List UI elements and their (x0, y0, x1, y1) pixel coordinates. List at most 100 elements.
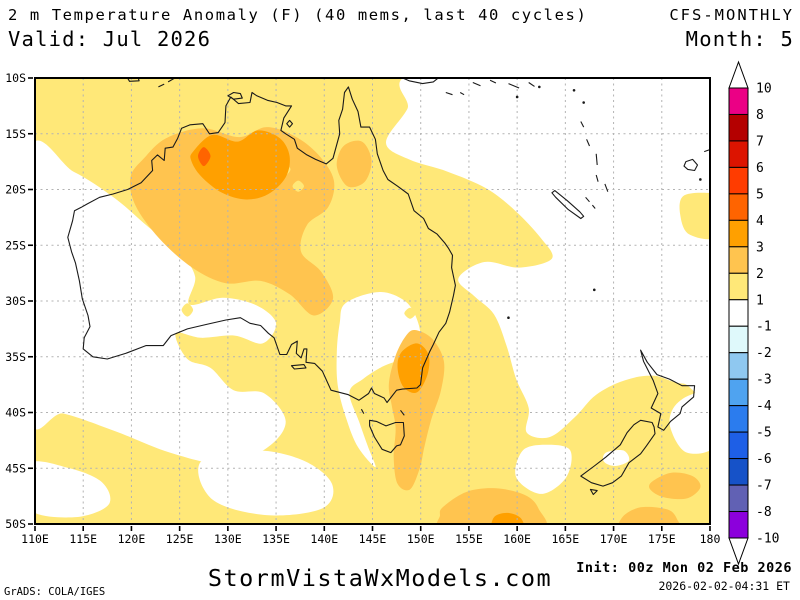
colorbar-label: -7 (756, 479, 772, 494)
anomaly-region-below_1 (198, 450, 334, 516)
coastline (489, 79, 497, 84)
island-dot (592, 288, 596, 292)
coastline (683, 158, 699, 172)
colorbar-label: -5 (756, 426, 772, 441)
coastline (580, 121, 585, 128)
lon-tick-label: 135E (262, 532, 290, 546)
lon-tick-label: 170E (600, 532, 628, 546)
lat-tick-label: 20S (5, 183, 26, 197)
colorbar-segment (728, 511, 749, 539)
coastline (595, 174, 599, 182)
anomaly-region-below_1 (669, 388, 710, 454)
anomaly-region-1_2 (292, 180, 304, 192)
coastline (67, 86, 456, 404)
lon-tick-label: 155E (455, 532, 483, 546)
coastline (227, 91, 243, 100)
colorbar-label: 1 (756, 293, 764, 308)
colorbar-segment (728, 219, 749, 248)
colorbar-segment (728, 113, 749, 142)
anomaly-region-1_2 (404, 307, 416, 319)
coastline (580, 419, 656, 487)
coastline (401, 78, 440, 85)
colorbar-label: 8 (756, 108, 764, 123)
colorbar-label: -2 (756, 346, 772, 361)
colorbar-label: -10 (756, 532, 779, 547)
grads-credit: GrADS: COLA/IGES (4, 586, 106, 598)
site-watermark: StormVistaWxModels.com (207, 564, 553, 592)
coastline (290, 364, 307, 370)
coastline (158, 83, 165, 88)
anomaly-region-below_1 (35, 140, 286, 464)
anomaly-region-below_1 (336, 292, 421, 468)
island-dot (699, 178, 702, 181)
lon-tick-label: 115E (69, 532, 97, 546)
colorbar-label: -3 (756, 373, 772, 388)
lon-tick-label: 130E (214, 532, 242, 546)
colorbar-segment (728, 166, 749, 195)
coastline (586, 139, 591, 147)
anomaly-region-3_4 (190, 130, 290, 200)
colorbar: 10 8 7 6 5 4 3 2 1 -1 -2 -3 -4 -5 -6 -7 -8 -10 (728, 60, 779, 566)
valid-date: Valid: Jul 2026 (8, 27, 212, 51)
colorbar-arrow-up (728, 60, 749, 89)
lat-tick-label: 35S (5, 350, 26, 364)
colorbar-label: -1 (756, 320, 772, 335)
anomaly-region-below_1 (515, 444, 572, 494)
coastline (286, 119, 294, 128)
map-layers (35, 78, 710, 524)
colorbar-segment (728, 140, 749, 168)
island-dot (515, 95, 519, 99)
colorbar-segment (728, 272, 749, 301)
colorbar-segment (728, 484, 749, 513)
colorbar-segment (728, 458, 749, 486)
colorbar-segment (728, 405, 749, 433)
anomaly-region-1_2 (181, 303, 194, 317)
anomaly-region-4_5 (198, 147, 211, 167)
lat-tick-label: 50S (5, 517, 26, 531)
coastline (369, 419, 405, 454)
coastline (589, 488, 598, 496)
lon-tick-label: 120E (118, 532, 146, 546)
coastline (472, 81, 481, 87)
coastline (445, 91, 453, 96)
coastline (126, 78, 140, 82)
lat-tick-label: 10S (5, 71, 26, 85)
colorbar-label: 5 (756, 187, 764, 202)
colorbar-segment (728, 378, 749, 407)
lon-tick-label: 175E (648, 532, 676, 546)
lat-tick-label: 15S (5, 127, 26, 141)
lat-tick-label: 30S (5, 294, 26, 308)
colorbar-label: -6 (756, 452, 772, 467)
colorbar-segment (728, 431, 749, 460)
forecast-month: Month: 5 (685, 27, 794, 51)
island-dot (507, 316, 510, 320)
coastline (167, 78, 176, 83)
anomaly-region-3_4 (491, 512, 524, 524)
coastline (585, 196, 590, 203)
island-dot (582, 101, 585, 104)
anomaly-region-2_3 (618, 506, 681, 524)
colorbar-label: -8 (756, 505, 772, 520)
coastline (591, 204, 596, 209)
colorbar-label: 10 (756, 82, 772, 97)
coastline (595, 153, 598, 166)
lat-tick-label: 40S (5, 406, 26, 420)
colorbar-segment (728, 246, 749, 274)
coastline (551, 190, 585, 220)
coastline (508, 83, 520, 89)
lon-tick-label: 165E (552, 532, 580, 546)
lon-tick-label: 180 (700, 532, 721, 546)
lat-tick-label: 45S (5, 461, 26, 475)
colorbar-label: 2 (756, 267, 764, 282)
colorbar-label: -4 (756, 399, 772, 414)
lon-tick-label: 145E (359, 532, 387, 546)
anomaly-region-below_1 (385, 78, 710, 439)
colorbar-label: 4 (756, 214, 764, 229)
chart-title: 2 m Temperature Anomaly (F) (40 mems, la… (8, 6, 588, 24)
lon-tick-label: 140E (310, 532, 338, 546)
colorbar-segment (728, 325, 749, 354)
anomaly-region-2_3 (436, 488, 548, 524)
coastline (528, 82, 535, 87)
anomaly-region-1_2 (679, 192, 710, 240)
